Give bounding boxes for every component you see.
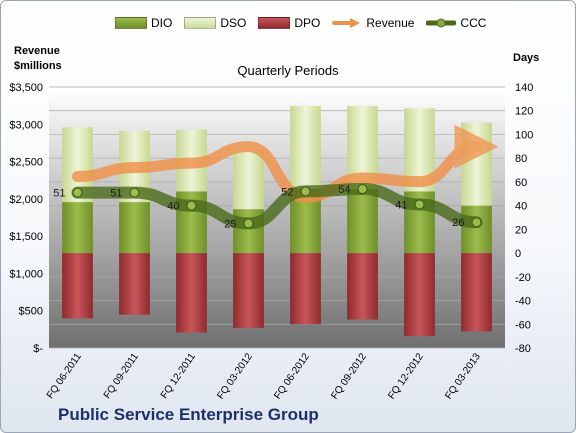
x-tick-label: FQ 03-2013 — [443, 351, 483, 401]
x-tick-label: FQ 09-2011 — [102, 351, 141, 401]
x-tick-label: FQ 06-2011 — [45, 351, 84, 401]
ccc-point — [129, 187, 140, 198]
left-tick-label: $1,500 — [9, 231, 43, 243]
ccc-point — [243, 218, 254, 229]
x-tick-label: FQ 06-2012 — [272, 351, 312, 401]
x-axis-ticks: FQ 06-2011 FQ 09-2011 FQ 12-2011 FQ 03-2012… — [45, 351, 483, 401]
x-tick-label: FQ 09-2012 — [329, 351, 369, 401]
right-tick-label: -40 — [515, 296, 531, 308]
left-tick-label: $2,000 — [9, 194, 43, 206]
left-axis-ticks: $- $500 $1,000 $1,500 $2,000 $2,500 $3,000 $3,5… — [9, 82, 43, 355]
bar-dpo — [62, 253, 93, 319]
bar-dpo — [176, 253, 207, 333]
bar-dio — [461, 205, 492, 254]
right-axis-title: Days — [513, 52, 540, 64]
left-tick-label: $3,000 — [9, 119, 43, 131]
bar-dpo — [404, 253, 435, 337]
x-tick-label: FQ 12-2011 — [159, 351, 198, 401]
legend-swatch-dio — [115, 17, 147, 29]
x-tick-label: FQ 12-2012 — [386, 351, 426, 401]
bar-dpo — [290, 253, 321, 325]
bar-dpo — [347, 253, 378, 320]
left-axis-title-line-2: $millions — [14, 60, 62, 72]
legend-label-dpo: DPO — [294, 16, 321, 30]
legend-item-ccc: CCC — [426, 16, 486, 30]
x-tick-label: FQ 03-2012 — [215, 351, 255, 401]
legend-item-dio: DIO — [115, 16, 172, 30]
legend-item-revenue: Revenue — [332, 16, 414, 30]
ccc-data-label: 41 — [395, 199, 407, 211]
ccc-data-label: 40 — [167, 201, 179, 213]
legend-label-dso: DSO — [220, 16, 247, 30]
ccc-point — [186, 200, 197, 211]
bar-dpo — [119, 253, 150, 315]
company-name: Public Service Enterprise Group — [58, 405, 319, 424]
bar-dio — [119, 202, 150, 254]
left-tick-label: $2,500 — [9, 157, 43, 169]
legend-swatch-dpo — [258, 17, 291, 29]
plot-area — [49, 87, 505, 348]
ccc-data-label: 51 — [110, 188, 122, 200]
legend-item-dso: DSO — [184, 16, 246, 30]
bar-dso — [461, 122, 492, 206]
ccc-data-label: 25 — [224, 218, 236, 230]
bar-dpo — [233, 253, 264, 328]
ccc-line — [71, 183, 483, 230]
legend-swatch-dso — [184, 17, 217, 29]
lines — [71, 124, 499, 230]
ccc-data-label: 26 — [452, 217, 464, 229]
right-axis-ticks: -80 -60 -40 -20 0 20 40 60 80 100 120 140 — [515, 82, 533, 355]
legend-swatch-ccc — [426, 18, 457, 28]
legend-swatch-revenue — [332, 18, 361, 28]
ccc-point — [414, 199, 425, 210]
ccc-point — [357, 184, 368, 195]
bar-dio — [62, 202, 93, 254]
ccc-point — [300, 186, 311, 197]
ccc-data-labels: 51 51 40 25 52 54 41 26 — [53, 184, 464, 230]
right-tick-label: 120 — [515, 106, 533, 118]
bar-dio — [347, 189, 378, 254]
bar-dso — [290, 105, 321, 190]
ccc-point — [72, 187, 83, 198]
left-tick-label: $500 — [19, 306, 43, 318]
left-tick-label: $1,000 — [9, 268, 43, 280]
left-axis-title: Revenue $millions — [14, 44, 62, 74]
right-tick-label: 80 — [515, 153, 527, 165]
legend-item-dpo: DPO — [258, 16, 320, 30]
left-axis-title-line-1: Revenue — [14, 45, 60, 57]
chart-title: Quarterly Periods — [237, 63, 339, 78]
left-tick-label: $3,500 — [9, 82, 43, 94]
bar-dso — [233, 149, 264, 210]
legend-label-ccc: CCC — [460, 16, 487, 30]
legend-label-dio: DIO — [151, 16, 173, 30]
right-tick-label: 140 — [515, 82, 533, 94]
right-tick-label: 20 — [515, 224, 527, 236]
right-tick-label: 100 — [515, 129, 533, 141]
ccc-data-label: 54 — [338, 184, 350, 196]
right-tick-label: 0 — [515, 248, 521, 260]
right-tick-label: 60 — [515, 177, 527, 189]
right-tick-label: -20 — [515, 272, 531, 284]
revenue-line — [72, 124, 499, 203]
left-tick-label: $- — [33, 343, 43, 355]
bar-dpo — [461, 253, 492, 332]
ccc-data-label: 52 — [281, 186, 293, 198]
ccc-point — [471, 217, 482, 228]
legend-label-revenue: Revenue — [366, 16, 415, 30]
legend: DIO DSO DPO Revenue CCC — [115, 16, 498, 30]
right-tick-label: -80 — [515, 343, 531, 355]
right-tick-label: 40 — [515, 201, 527, 213]
right-tick-label: -60 — [515, 319, 531, 331]
ccc-data-label: 51 — [53, 188, 65, 200]
